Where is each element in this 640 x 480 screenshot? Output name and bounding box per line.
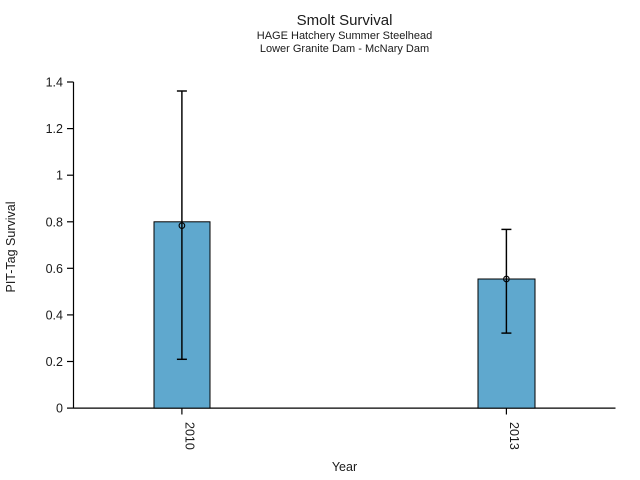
svg-text:0.6: 0.6 [46, 262, 63, 276]
svg-text:1.4: 1.4 [46, 76, 63, 90]
svg-text:1.2: 1.2 [46, 122, 63, 136]
svg-text:2013: 2013 [507, 422, 521, 450]
svg-text:PIT-Tag Survival: PIT-Tag Survival [4, 201, 18, 292]
svg-text:1: 1 [56, 169, 63, 183]
svg-text:2010: 2010 [183, 422, 197, 450]
svg-text:0.4: 0.4 [46, 308, 63, 322]
svg-text:Year: Year [332, 460, 357, 474]
svg-text:0.8: 0.8 [46, 215, 63, 229]
svg-text:0.2: 0.2 [46, 355, 63, 369]
svg-text:0: 0 [56, 402, 63, 416]
